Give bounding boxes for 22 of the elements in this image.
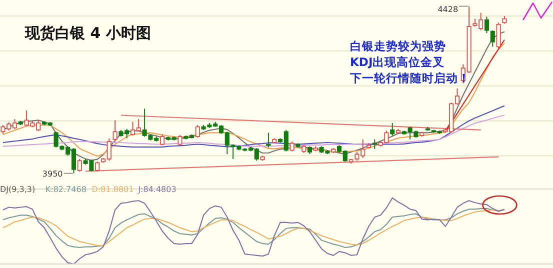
candlestick <box>178 134 182 146</box>
candlestick <box>112 120 118 142</box>
chart-title: DJ(9,3,3) <box>0 185 36 194</box>
text: K:82.7468 <box>45 185 86 194</box>
candlestick <box>77 158 82 172</box>
annotation: 白银走势较为强势 <box>350 39 446 53</box>
series-label: J:84.4803 <box>137 185 176 194</box>
candlestick <box>195 124 200 138</box>
annotation: 4428 <box>438 5 458 14</box>
annotation: 3950 <box>42 169 63 178</box>
candlestick <box>95 160 100 172</box>
text: D:81.8801 <box>92 185 134 194</box>
annotation: KDJ出现高位金叉 <box>350 55 445 69</box>
candlestick <box>266 132 271 148</box>
text: 现货白银 4 小时图 <box>24 24 151 42</box>
candlestick <box>490 30 495 48</box>
candlestick <box>390 122 395 136</box>
candlestick <box>484 16 490 34</box>
candlestick <box>290 140 294 152</box>
annotation: 下一轮行情随时启动！ <box>349 71 470 85</box>
candlestick <box>160 134 165 146</box>
candlestick <box>496 22 501 50</box>
